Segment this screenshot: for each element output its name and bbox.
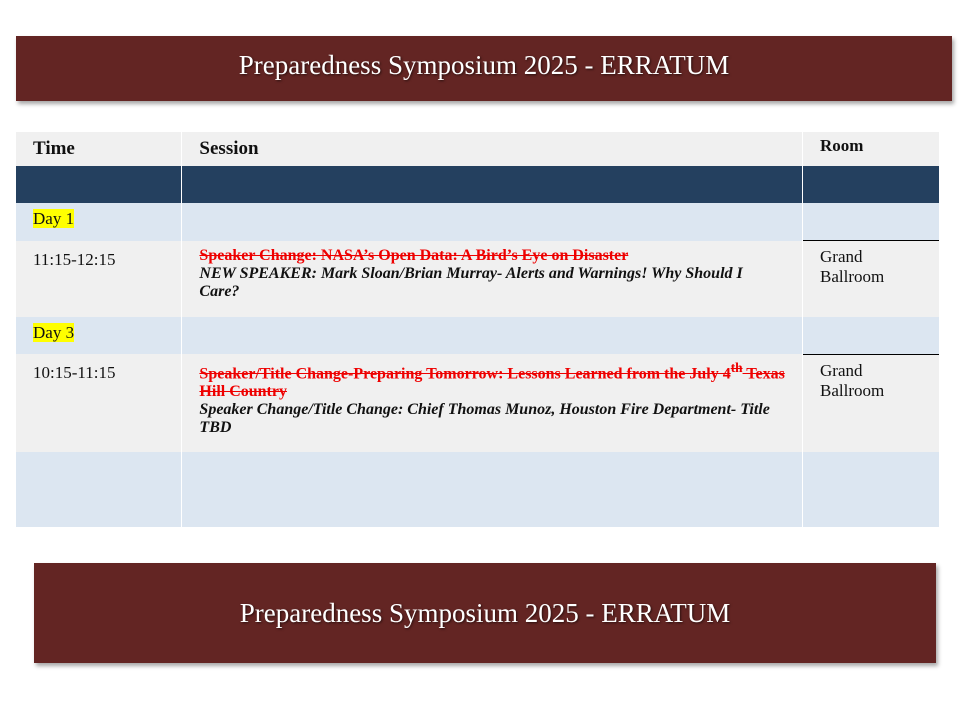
day-row: Day 1 — [16, 203, 940, 241]
divider-band — [16, 166, 940, 203]
header-time: Time — [16, 132, 183, 166]
header-session: Session — [181, 132, 804, 166]
session-room: Grand Ballroom — [802, 353, 940, 452]
session-time: 11:15-12:15 — [16, 240, 183, 317]
struck-session: Speaker/Title Change-Preparing Tomorrow:… — [199, 360, 785, 401]
day-label: Day 3 — [33, 322, 75, 342]
session-time: 10:15-11:15 — [16, 354, 183, 452]
title-banner: Preparedness Symposium 2025 - ERRATUM — [16, 36, 952, 101]
session-row: 11:15-12:15 Speaker Change: NASA’s Open … — [16, 240, 940, 317]
struck-session: Speaker Change: NASA’s Open Data: A Bird… — [199, 246, 629, 264]
header-row: Time Session Room — [16, 132, 940, 166]
empty-row — [16, 452, 940, 527]
new-session: Speaker Change/Title Change: Chief Thoma… — [199, 401, 770, 437]
title: Preparedness Symposium 2025 - ERRATUM — [238, 50, 730, 80]
day-label: Day 1 — [33, 209, 75, 228]
schedule-table: Time Session Room Day 1 11:15-12:15 Spea… — [16, 132, 940, 527]
footer-title: Preparedness Symposium 2025 - ERRATUM — [239, 598, 731, 628]
header-room: Room — [802, 132, 940, 166]
footer-banner: Preparedness Symposium 2025 - ERRATUM — [34, 563, 936, 663]
day-row: Day 3 — [16, 316, 940, 354]
new-session: NEW SPEAKER: Mark Sloan/Brian Murray- Al… — [199, 264, 743, 300]
session-row: 10:15-11:15 Speaker/Title Change-Prepari… — [16, 353, 940, 452]
session-room: Grand Ballroom — [802, 240, 940, 317]
